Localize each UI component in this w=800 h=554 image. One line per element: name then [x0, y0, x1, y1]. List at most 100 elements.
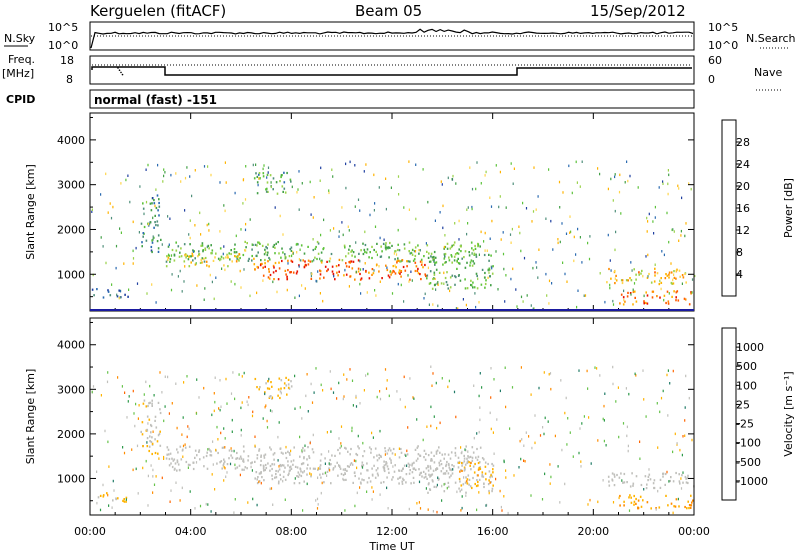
noise-cell — [588, 416, 590, 419]
data-cell — [614, 269, 616, 273]
data-cell — [378, 457, 380, 460]
data-cell — [392, 269, 394, 273]
noise-cell — [157, 163, 159, 167]
noise-cell — [123, 451, 126, 455]
data-cell — [332, 467, 335, 470]
noise-cell — [414, 250, 417, 253]
noise-cell — [376, 253, 378, 257]
data-cell — [375, 469, 378, 472]
noise-cell — [541, 498, 544, 501]
noise-cell — [624, 181, 626, 184]
noise-cell — [415, 163, 417, 166]
noise-cell — [164, 171, 166, 174]
nsearch-label: N.Search — [746, 32, 796, 45]
data-cell — [303, 456, 305, 459]
data-cell — [619, 302, 621, 305]
data-cell — [197, 255, 199, 258]
noise-cell — [277, 435, 279, 439]
noise-cell — [443, 271, 445, 275]
data-cell — [679, 482, 681, 485]
noise-cell — [629, 174, 631, 178]
noise-cell — [662, 389, 664, 393]
data-cell — [287, 460, 289, 463]
noise-cell — [647, 253, 649, 257]
noise-cell — [234, 282, 236, 286]
data-cell — [102, 296, 105, 299]
data-cell — [289, 465, 292, 468]
data-cell — [154, 451, 157, 455]
noise-cell — [605, 444, 607, 447]
data-cell — [228, 449, 231, 452]
data-cell — [328, 467, 330, 470]
data-cell — [684, 298, 687, 301]
noise-cell — [348, 285, 350, 288]
data-cell — [449, 286, 452, 289]
noise-cell — [363, 170, 365, 173]
noise-cell — [320, 383, 322, 387]
noise-cell — [223, 479, 225, 482]
noise-cell — [546, 294, 548, 297]
data-cell — [429, 270, 432, 273]
noise-cell — [249, 294, 251, 298]
noise-cell — [427, 200, 429, 204]
noise-cell — [107, 440, 109, 444]
noise-cell — [560, 379, 562, 382]
noise-cell — [522, 300, 524, 303]
noise-cell — [671, 228, 673, 232]
data-cell — [381, 250, 383, 253]
data-cell — [275, 473, 277, 476]
noise-cell — [505, 469, 507, 472]
noise-cell — [118, 296, 120, 300]
data-cell — [677, 299, 680, 302]
data-cell — [309, 260, 312, 263]
data-cell — [668, 271, 671, 274]
noise-cell — [161, 391, 163, 394]
data-cell — [258, 480, 261, 483]
data-cell — [272, 188, 274, 191]
data-cell — [473, 471, 476, 474]
noise-cell — [419, 249, 421, 252]
noise-cell — [505, 206, 507, 209]
noise-cell — [539, 434, 542, 437]
data-cell — [147, 404, 149, 408]
noise-cell — [535, 208, 537, 211]
data-cell — [198, 449, 201, 452]
noise-cell — [488, 271, 490, 274]
data-cell — [290, 467, 293, 470]
noise-cell — [224, 268, 226, 272]
noise-cell — [175, 172, 177, 175]
noise-cell — [386, 486, 388, 490]
noise-cell — [246, 400, 248, 403]
data-cell — [681, 274, 684, 277]
data-cell — [373, 248, 375, 252]
data-cell — [350, 250, 352, 253]
data-cell — [158, 432, 161, 435]
noise-cell — [478, 394, 480, 398]
noise-cell — [425, 487, 427, 490]
data-cell — [660, 277, 662, 280]
noise-cell — [502, 231, 504, 234]
data-cell — [167, 256, 170, 259]
data-cell — [268, 277, 271, 280]
data-cell — [450, 245, 453, 249]
noise-cell — [489, 196, 491, 199]
data-cell — [457, 274, 460, 277]
data-cell — [266, 181, 269, 184]
data-cell — [414, 269, 417, 273]
noise-cell — [489, 411, 491, 415]
data-cell — [256, 457, 259, 460]
noise-cell — [373, 269, 375, 272]
data-cell — [447, 462, 450, 466]
noise-cell — [530, 494, 532, 497]
data-cell — [488, 479, 490, 482]
cpid-bar-frame — [89, 89, 695, 109]
noise-cell — [291, 254, 293, 258]
noise-cell — [203, 298, 205, 301]
noise-cell — [623, 298, 625, 302]
data-cell — [654, 271, 656, 274]
data-cell — [288, 255, 291, 258]
noise-cell — [105, 172, 107, 176]
noise-cell — [602, 417, 604, 421]
data-cell — [465, 476, 467, 479]
noise-cell — [612, 299, 614, 303]
